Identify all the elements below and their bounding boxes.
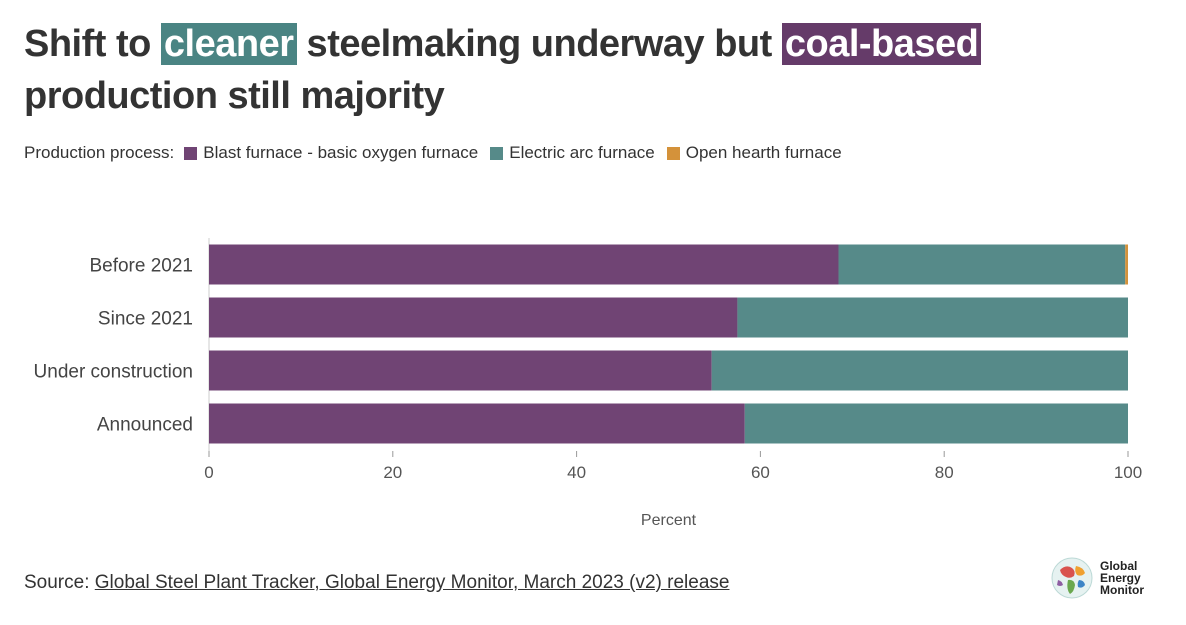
legend-swatch-ohf (666, 146, 680, 160)
x-tick-label-20: 20 (383, 463, 402, 482)
x-tick-label-60: 60 (751, 463, 770, 482)
bar-before-2021-open-hearth-furnace[interactable] (1125, 244, 1128, 285)
gem-logo: Global Energy Monitor (1050, 556, 1144, 600)
title-part-1: Shift to (24, 23, 161, 65)
bar-under-construction-blast-furnace-basic-oxygen-furnace[interactable] (209, 350, 712, 391)
stacked-bar-chart: Before 2021 Since 2021 Under construction A… (34, 238, 1142, 529)
logo-line-2: Energy (1100, 571, 1141, 585)
category-label-before-2021: Before 2021 (89, 256, 193, 277)
legend-swatch-bf-bof (184, 146, 198, 160)
logo-text: Global Energy Monitor (1100, 560, 1144, 596)
title-part-2: steelmaking underway but (296, 23, 782, 65)
bar-announced-blast-furnace-basic-oxygen-furnace[interactable] (209, 403, 745, 444)
category-label-since-2021: Since 2021 (98, 309, 193, 330)
title-highlight-cleaner: cleaner (160, 23, 297, 65)
logo-line-1: Global (1100, 559, 1138, 573)
legend-label-eaf: Electric arc furnace (509, 143, 655, 162)
x-tick-label-40: 40 (567, 463, 586, 482)
title-part-3: production still majority (24, 75, 445, 117)
legend-item-bf-bof[interactable]: Blast furnace - basic oxygen furnace (184, 143, 478, 163)
legend-label-ohf: Open hearth furnace (685, 143, 842, 162)
x-tick-label-0: 0 (204, 463, 213, 482)
legend-item-eaf[interactable]: Electric arc furnace (490, 143, 655, 163)
legend-swatch-eaf (490, 146, 504, 160)
legend-item-ohf[interactable]: Open hearth furnace (666, 143, 842, 163)
bar-before-2021-blast-furnace-basic-oxygen-furnace[interactable] (209, 244, 839, 285)
x-tick-label-100: 100 (1114, 463, 1142, 482)
category-label-announced: Announced (97, 415, 193, 436)
legend-label-bf-bof: Blast furnace - basic oxygen furnace (203, 143, 479, 162)
bar-announced-electric-arc-furnace[interactable] (744, 403, 1128, 444)
title-highlight-coal-based: coal-based (781, 23, 982, 65)
category-label-under-construction: Under construction (34, 362, 193, 383)
legend-title: Production process: (24, 143, 175, 162)
bar-under-construction-electric-arc-furnace[interactable] (711, 350, 1128, 391)
legend: Production process: Blast furnace - basi… (24, 143, 854, 163)
source-prefix: Source: (24, 572, 95, 593)
source-note: Source: Global Steel Plant Tracker, Glob… (24, 572, 729, 594)
globe-icon (1051, 557, 1093, 599)
bar-before-2021-electric-arc-furnace[interactable] (838, 244, 1126, 285)
bar-since-2021-electric-arc-furnace[interactable] (737, 297, 1128, 338)
bar-since-2021-blast-furnace-basic-oxygen-furnace[interactable] (209, 297, 738, 338)
source-link[interactable]: Global Steel Plant Tracker, Global Energ… (94, 572, 730, 593)
x-tick-label-80: 80 (935, 463, 954, 482)
logo-line-3: Monitor (1100, 583, 1144, 597)
x-axis-title: Percent (641, 512, 697, 529)
chart-title: Shift to cleaner steelmaking underway bu… (24, 18, 1164, 122)
